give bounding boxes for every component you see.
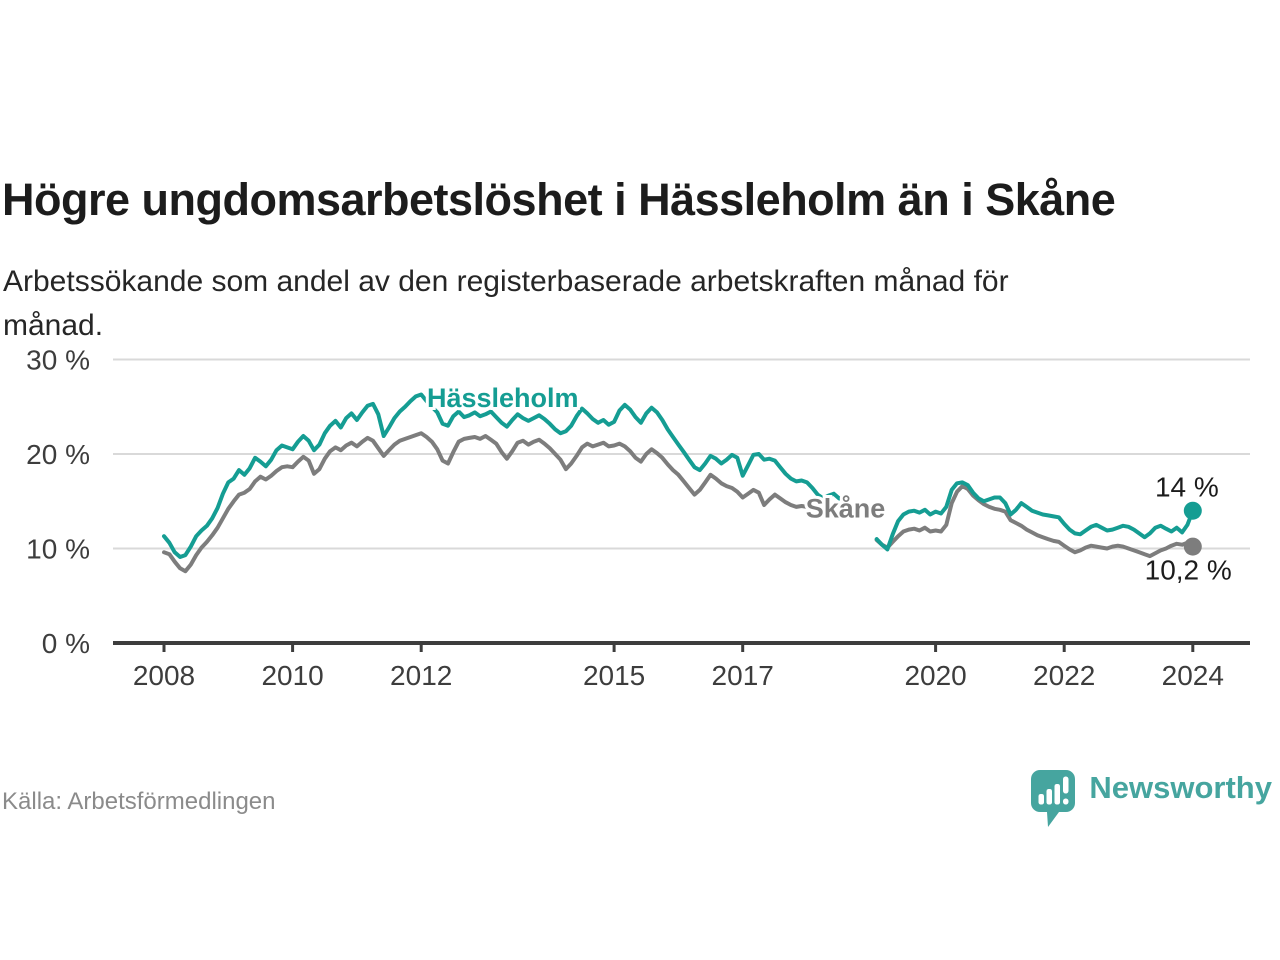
line-chart-canvas: 0 % 10 % 20 % 30 % 2008 2010 2012 2015 2017 2020 2… bbox=[26, 345, 1250, 691]
series-label-skane: Skåne bbox=[806, 493, 886, 523]
x-axis-label-2010: 2010 bbox=[261, 660, 323, 691]
chart-subtitle-line1: Arbetssökande som andel av den registerb… bbox=[3, 265, 1009, 298]
end-dot-skane bbox=[1183, 537, 1202, 556]
x-axis-label-2012: 2012 bbox=[390, 660, 452, 691]
x-axis-label-2008: 2008 bbox=[133, 660, 195, 691]
newsworthy-logo-icon bbox=[1030, 768, 1076, 835]
x-axis-label-2015: 2015 bbox=[583, 660, 645, 691]
x-axis-label-2017: 2017 bbox=[712, 660, 774, 691]
chart-subtitle: Arbetssökande som andel av den registerb… bbox=[3, 260, 1223, 348]
y-axis-label-0: 0 % bbox=[42, 628, 90, 659]
x-axis-label-2020: 2020 bbox=[904, 660, 966, 691]
x-axis-label-2022: 2022 bbox=[1033, 660, 1095, 691]
y-axis-label-20: 20 % bbox=[26, 439, 90, 470]
x-axis-label-2024: 2024 bbox=[1162, 660, 1224, 691]
series-line-skane bbox=[162, 431, 1195, 574]
newsworthy-wordmark: Newsworthy bbox=[1089, 770, 1272, 805]
series-label-hassleholm: Hässleholm bbox=[427, 383, 579, 413]
end-value-label-skane: 10,2 % bbox=[1145, 555, 1232, 586]
series-line-hassleholm bbox=[162, 392, 1195, 559]
chart-subtitle-line2: månad. bbox=[3, 309, 104, 342]
newsworthy-brand: Newsworthy bbox=[1030, 768, 1272, 832]
end-value-label-hassleholm: 14 % bbox=[1155, 472, 1219, 503]
page-title: Högre ungdomsarbetslöshet i Hässleholm ä… bbox=[2, 174, 1116, 226]
unemployment-chart: 0 % 10 % 20 % 30 % 2008 2010 2012 2015 2017 2020 2… bbox=[0, 330, 1280, 710]
y-axis-label-30: 30 % bbox=[26, 345, 90, 376]
source-note: Källa: Arbetsförmedlingen bbox=[2, 788, 276, 815]
y-axis-label-10: 10 % bbox=[26, 534, 90, 565]
end-dot-hassleholm bbox=[1183, 501, 1202, 520]
